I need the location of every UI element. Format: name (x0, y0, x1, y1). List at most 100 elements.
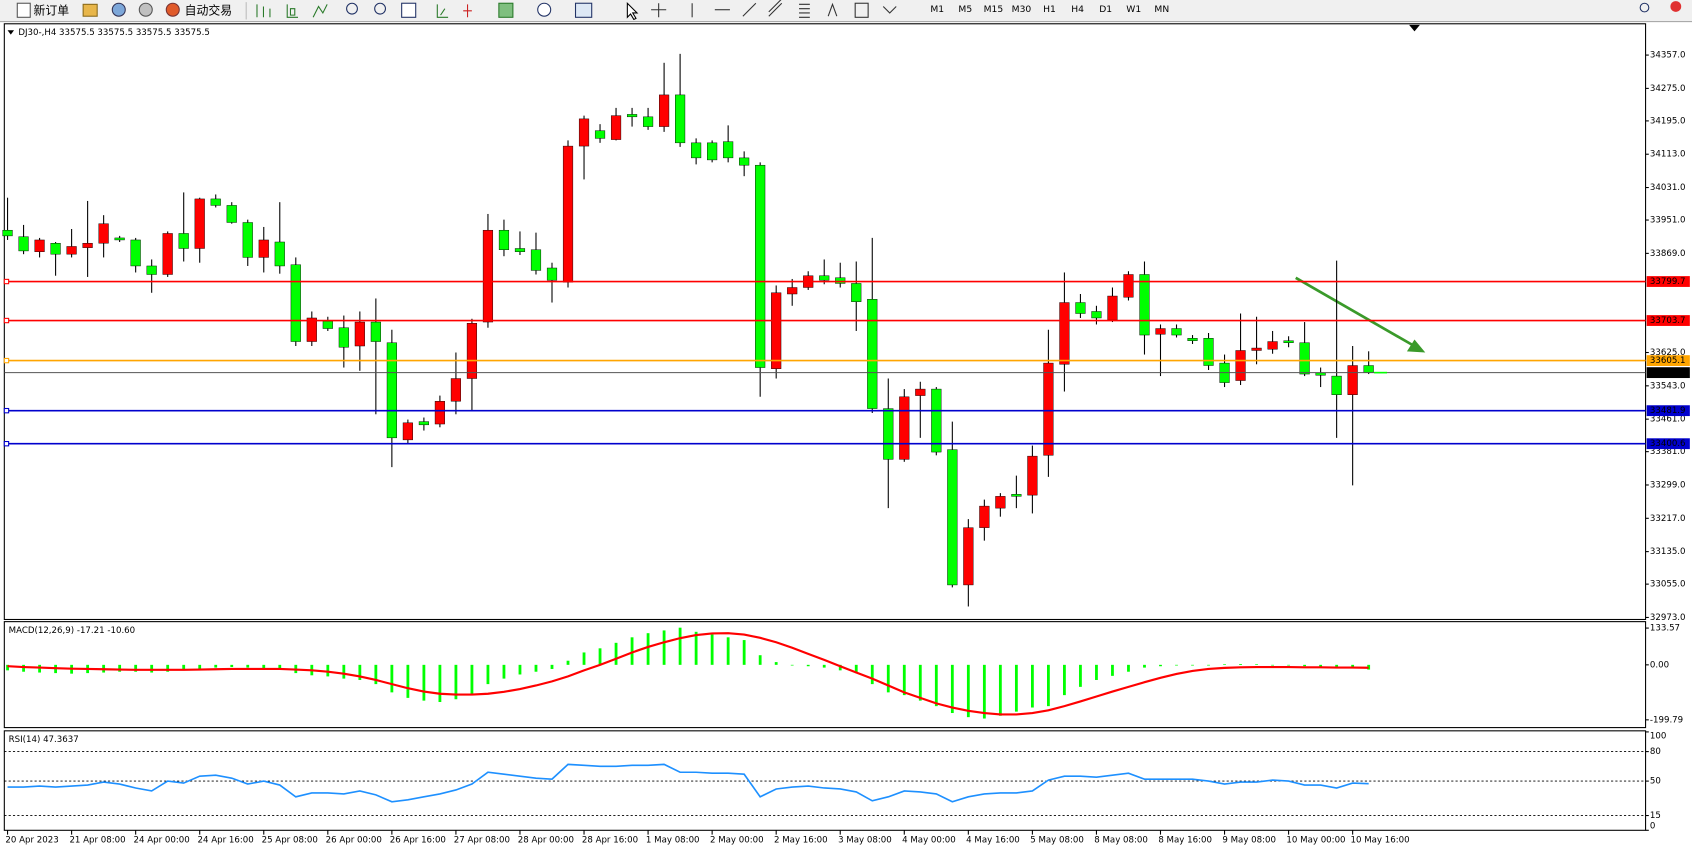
candle-body (851, 283, 862, 302)
candle-body (274, 241, 285, 267)
icon (165, 2, 180, 17)
icon[interactable] (768, 0, 783, 17)
macd-bar (934, 664, 938, 707)
button-label[interactable]: 新订单 (33, 3, 69, 17)
timeframe-button[interactable]: H1 (1043, 4, 1056, 15)
arrow-head (1406, 339, 1426, 353)
candle-body (1283, 340, 1294, 343)
menu-triangle (7, 30, 15, 35)
y-tick-label: 0 (1650, 821, 1655, 831)
macd-bar (342, 664, 346, 679)
icon[interactable] (346, 2, 358, 15)
candle-body (514, 248, 526, 252)
y-tick-label: 33055.0 (1650, 580, 1686, 590)
y-tick-label: 34357.0 (1650, 51, 1686, 61)
icon[interactable] (401, 2, 417, 18)
candle-body (178, 233, 189, 249)
icon[interactable] (312, 4, 328, 18)
candle-body (290, 264, 301, 342)
candle-body (242, 222, 253, 258)
icon[interactable] (138, 2, 153, 17)
candle-body (610, 115, 622, 140)
candle-body (306, 317, 317, 342)
macd-bar (502, 664, 506, 679)
x-tick-label: 4 May 00:00 (902, 836, 956, 846)
timeframe-button[interactable]: H4 (1071, 4, 1084, 15)
macd-bar (438, 664, 442, 703)
icon[interactable] (827, 2, 838, 17)
icon[interactable] (111, 2, 126, 17)
x-tick-label: 25 Apr 08:00 (262, 836, 318, 846)
icon[interactable] (463, 4, 472, 18)
icon[interactable] (651, 3, 667, 18)
macd-bar (6, 664, 9, 671)
candle-body (530, 249, 542, 271)
icon[interactable] (882, 6, 897, 14)
y-tick-label: 80 (1650, 747, 1661, 757)
timeframe-button[interactable]: M15 (984, 4, 1004, 15)
macd-bar (726, 637, 730, 665)
new-order-button[interactable]: 新订单 (16, 2, 69, 18)
timeframe-button[interactable]: M1 (930, 4, 944, 15)
y-tick-label: 34031.0 (1650, 183, 1686, 193)
icon[interactable] (286, 4, 299, 18)
auto-trading-button[interactable]: 自动交易 (165, 2, 232, 17)
x-tick-label: 24 Apr 16:00 (198, 836, 254, 846)
icon[interactable] (626, 1, 639, 21)
icon[interactable] (374, 2, 387, 15)
timeframe-button[interactable]: W1 (1126, 4, 1141, 15)
level-label: 33703.7 (1650, 316, 1686, 326)
candle-body (1235, 350, 1246, 381)
candle-body (162, 233, 173, 275)
y-tick-label: 33869.0 (1650, 249, 1686, 259)
candle-body (1075, 302, 1086, 314)
timeframe-button[interactable]: M30 (1012, 4, 1032, 15)
macd-bar (1111, 664, 1114, 676)
candle-body (1171, 328, 1182, 336)
x-tick-label: 28 Apr 00:00 (518, 836, 574, 846)
y-tick-label: 34195.0 (1650, 116, 1686, 126)
candle-body (146, 265, 157, 275)
timeframe-button[interactable]: M5 (958, 4, 972, 15)
macd-bar (1303, 664, 1307, 667)
candle-body (626, 114, 638, 118)
search-icon[interactable] (1639, 2, 1650, 13)
current-price-label-bg (1646, 367, 1690, 379)
icon[interactable] (82, 3, 98, 17)
icon[interactable] (742, 2, 757, 17)
macd-bar (774, 662, 778, 665)
icon (16, 2, 31, 18)
candle-body (194, 198, 205, 249)
candle-body (18, 236, 29, 252)
icon[interactable] (498, 2, 514, 18)
candle-body (1139, 274, 1150, 336)
macd-bar (1063, 664, 1066, 696)
candle-body (1123, 274, 1134, 298)
icon[interactable] (436, 4, 449, 18)
macd-bar (918, 664, 922, 701)
icon[interactable] (799, 3, 810, 18)
button-label[interactable]: 自动交易 (185, 3, 232, 17)
candle-body (1107, 295, 1118, 321)
macd-bar (806, 664, 810, 667)
y-tick-label: 34113.0 (1650, 150, 1686, 160)
candle-body (931, 388, 942, 453)
macd-bar (982, 664, 986, 719)
notification-badge[interactable] (1670, 1, 1682, 12)
icon[interactable] (854, 2, 869, 18)
icon[interactable] (256, 4, 271, 18)
candle-body (386, 342, 397, 439)
candle-body (883, 408, 894, 460)
timeframe-button[interactable]: D1 (1099, 4, 1112, 15)
candle-body (450, 378, 461, 402)
y-tick-label: 0.00 (1650, 660, 1669, 670)
x-tick-label: 20 Apr 2023 (5, 836, 58, 846)
macd-bar (1351, 664, 1355, 669)
icon[interactable] (574, 2, 593, 18)
macd-bar (902, 664, 906, 696)
level-marker (3, 407, 10, 414)
candle-body (258, 239, 269, 258)
icon[interactable] (537, 2, 552, 17)
timeframe-button[interactable]: MN (1154, 4, 1169, 15)
